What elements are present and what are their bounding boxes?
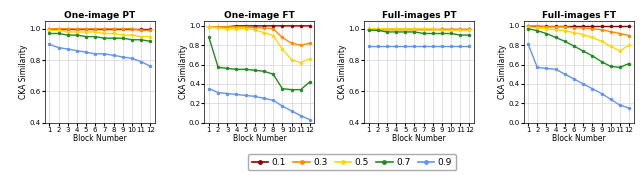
X-axis label: Block Number: Block Number (73, 134, 127, 143)
Legend: 0.1, 0.3, 0.5, 0.7, 0.9: 0.1, 0.3, 0.5, 0.7, 0.9 (248, 154, 456, 170)
Y-axis label: CKA Similarity: CKA Similarity (338, 44, 347, 99)
Y-axis label: CKA Similarity: CKA Similarity (179, 44, 188, 99)
Y-axis label: CKA Similarity: CKA Similarity (19, 44, 28, 99)
Title: One-image FT: One-image FT (224, 11, 295, 20)
X-axis label: Block Number: Block Number (552, 134, 605, 143)
Title: Full-images PT: Full-images PT (381, 11, 456, 20)
X-axis label: Block Number: Block Number (232, 134, 286, 143)
X-axis label: Block Number: Block Number (392, 134, 446, 143)
Title: One-image PT: One-image PT (64, 11, 136, 20)
Y-axis label: CKA Similarity: CKA Similarity (498, 44, 507, 99)
Title: Full-images FT: Full-images FT (541, 11, 616, 20)
